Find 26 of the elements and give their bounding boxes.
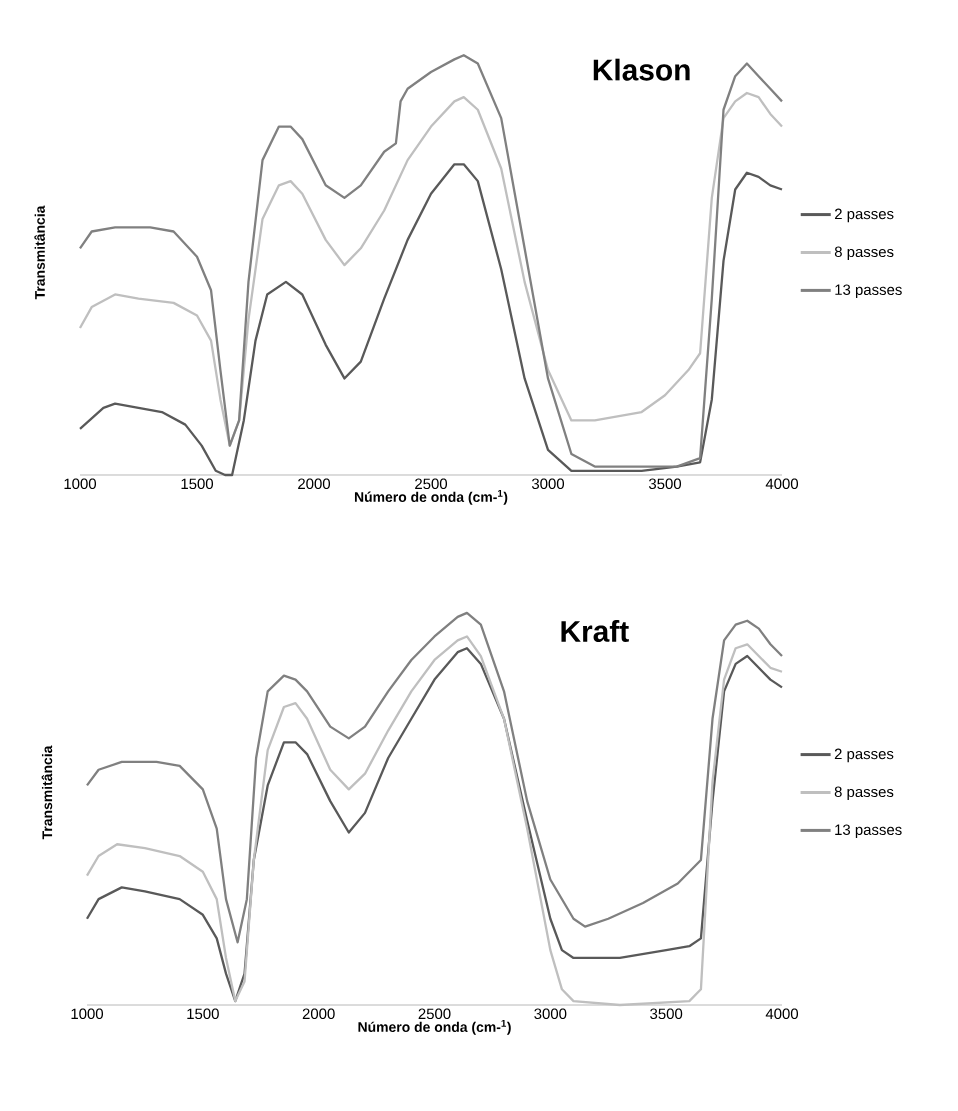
x-tick-label: 3000 — [534, 1008, 567, 1020]
x-axis-title: Número de onda (cm-$^{1}$) — [358, 1019, 511, 1035]
y-axis-title: Transmitância — [34, 205, 45, 300]
legend-label: 13 passes — [835, 284, 902, 298]
legend-label: 2 passes — [834, 748, 894, 763]
chart-title: Kraft — [561, 620, 629, 642]
x-tick-label: 1500 — [187, 1008, 219, 1020]
x-tick-label: 2000 — [302, 1008, 335, 1020]
y-axis-title: Transmitância — [41, 745, 53, 840]
x-tick-label: 1000 — [64, 478, 97, 490]
x-tick-label: 3500 — [648, 478, 682, 490]
x-tick-label: 2500 — [415, 478, 448, 490]
x-tick-label: 2500 — [418, 1008, 451, 1020]
x-tick-label: 4000 — [765, 478, 799, 490]
legend-label: 2 passes — [834, 208, 894, 223]
chart-title: Klason — [593, 58, 690, 81]
legend-label: 8 passes — [834, 786, 894, 801]
x-tick-label: 3500 — [650, 1008, 683, 1020]
x-tick-label: 3000 — [531, 478, 565, 490]
x-tick-label: 4000 — [765, 1008, 799, 1020]
x-tick-label: 1500 — [181, 478, 214, 490]
legend-label: 13 passes — [835, 824, 902, 838]
x-tick-label: 1000 — [71, 1008, 104, 1020]
legend-label: 8 passes — [834, 246, 894, 261]
x-tick-label: 2000 — [298, 478, 331, 490]
x-axis-title: Número de onda (cm-$^{1}$) — [354, 489, 508, 505]
